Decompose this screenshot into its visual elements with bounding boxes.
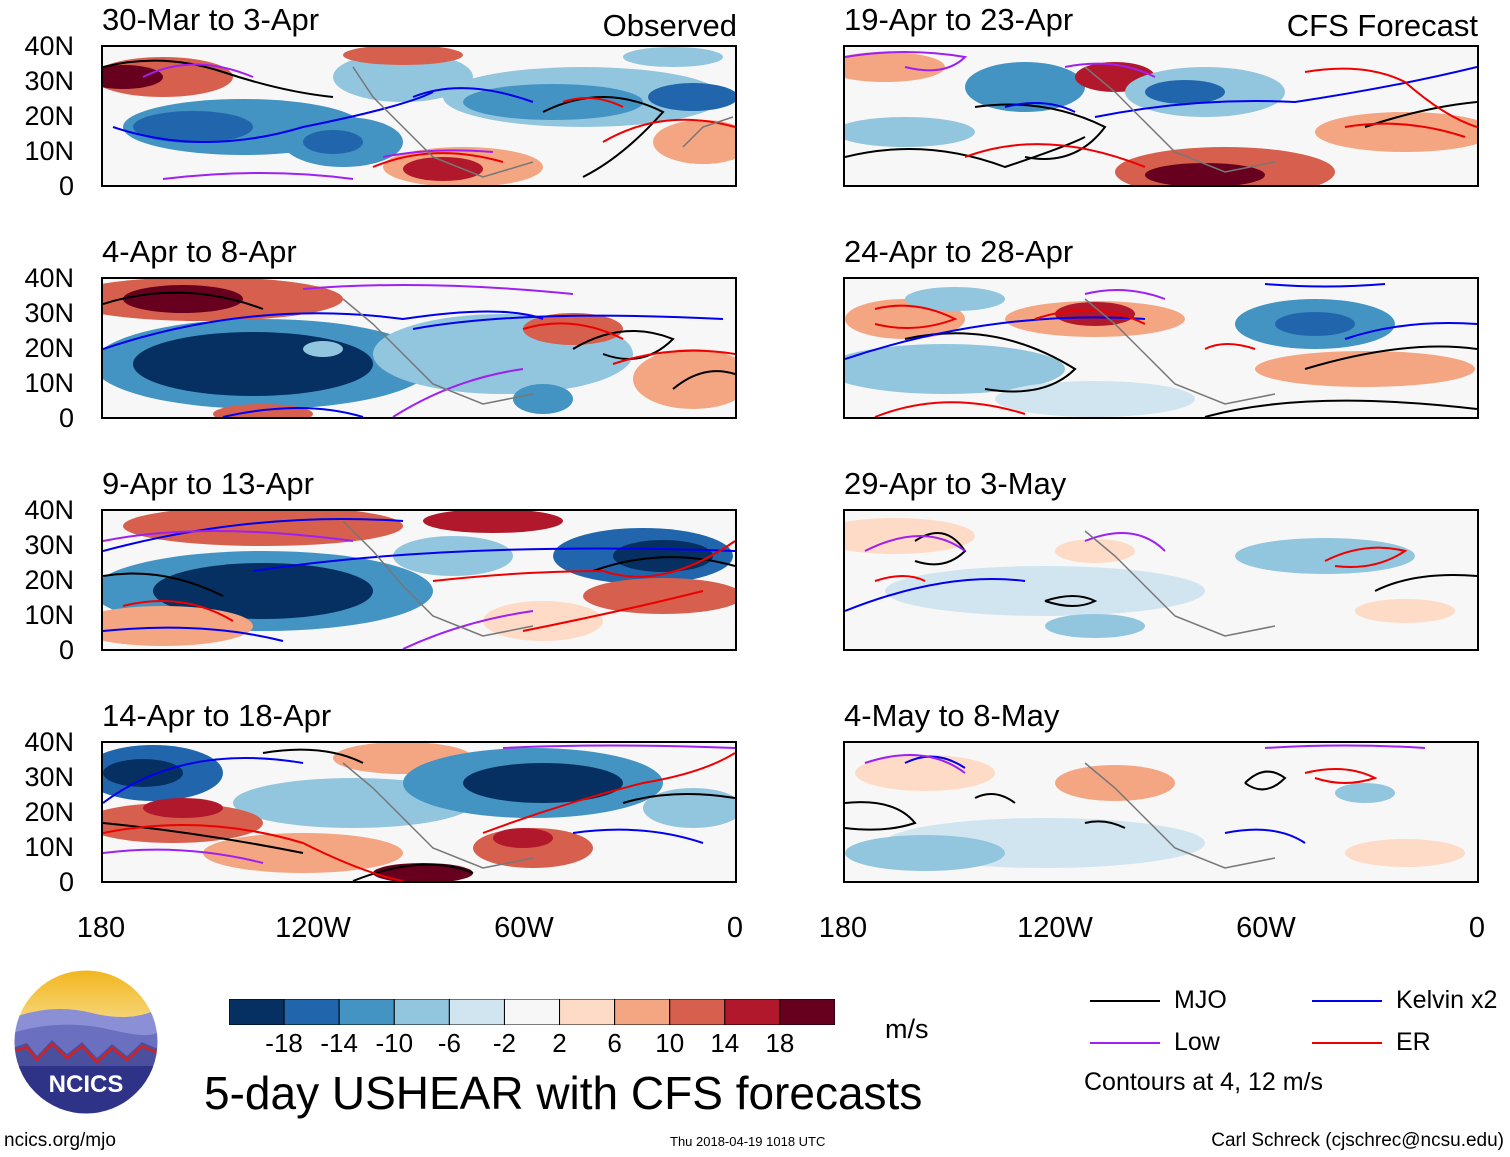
colorbar-tick-label: -10 bbox=[375, 1028, 414, 1058]
contours-note: Contours at 4, 12 m/s bbox=[1084, 1068, 1324, 1096]
colorbar-tick-label: -6 bbox=[437, 1028, 461, 1058]
colorbar-swatch bbox=[669, 999, 726, 1025]
lat-label: 0 bbox=[58, 635, 74, 665]
colorbar-swatches bbox=[229, 999, 835, 1025]
lat-label: 10N bbox=[24, 832, 74, 862]
lon-label: 0 bbox=[1468, 912, 1486, 944]
panel-title: 14-Apr to 18-Apr bbox=[102, 698, 332, 733]
colorbar-tick-label: 2 bbox=[552, 1028, 567, 1058]
timestamp: Thu 2018-04-19 1018 UTC bbox=[670, 1134, 826, 1149]
shear-map bbox=[843, 509, 1479, 651]
lon-label: 120W bbox=[1017, 912, 1093, 944]
legend-label: ER bbox=[1396, 1028, 1431, 1056]
colorbar-tick-label: 10 bbox=[655, 1028, 685, 1058]
lat-label: 0 bbox=[58, 867, 74, 897]
lon-label: 60W bbox=[494, 912, 554, 944]
shear-map bbox=[101, 509, 737, 651]
kelvin-line-icon bbox=[1312, 999, 1382, 1002]
ncics-logo-icon: NCICS bbox=[13, 969, 159, 1115]
colorbar-swatch bbox=[393, 999, 450, 1025]
lon-label: 0 bbox=[726, 912, 744, 944]
lat-label: 40N bbox=[24, 263, 74, 293]
shear-map bbox=[101, 741, 737, 883]
observed-label: Observed bbox=[602, 8, 737, 43]
lon-label: 60W bbox=[1236, 912, 1296, 944]
lat-label: 30N bbox=[24, 762, 74, 792]
panel-title: 9-Apr to 13-Apr bbox=[102, 466, 314, 501]
colorbar-tick-label: -2 bbox=[492, 1028, 517, 1058]
colorbar-swatch bbox=[614, 999, 671, 1025]
panel-title: 4-May to 8-May bbox=[844, 698, 1060, 733]
colorbar-swatch bbox=[779, 999, 835, 1025]
panel-title: 29-Apr to 3-May bbox=[844, 466, 1067, 501]
colorbar-swatch bbox=[338, 999, 395, 1025]
ncics-logo: NCICS bbox=[12, 968, 160, 1116]
forecast-label: CFS Forecast bbox=[1286, 8, 1478, 43]
legend-label: Low bbox=[1174, 1028, 1220, 1056]
colorbar-swatch bbox=[503, 999, 561, 1025]
colorbar-swatch bbox=[448, 999, 505, 1025]
colorbar-swatch bbox=[283, 999, 340, 1025]
legend-label: MJO bbox=[1174, 986, 1227, 1014]
colorbar-tick-label: 14 bbox=[710, 1028, 740, 1058]
lat-label: 20N bbox=[24, 797, 74, 827]
figure-title: 5-day USHEAR with CFS forecasts bbox=[204, 1067, 923, 1119]
panel-title: 19-Apr to 23-Apr bbox=[844, 2, 1074, 37]
colorbar-tick-label: -14 bbox=[320, 1028, 358, 1058]
lat-label: 10N bbox=[24, 136, 74, 166]
legend-er: ER bbox=[1312, 1028, 1431, 1057]
shear-map bbox=[843, 45, 1479, 187]
er-line-icon bbox=[1312, 1041, 1382, 1044]
shear-map bbox=[101, 277, 737, 419]
colorbar-tick-label: 18 bbox=[765, 1028, 795, 1058]
lat-label: 0 bbox=[58, 403, 74, 433]
lat-label: 40N bbox=[24, 727, 74, 757]
legend-mjo: MJO bbox=[1090, 986, 1227, 1015]
shear-map bbox=[101, 45, 737, 187]
colorbar-swatch bbox=[724, 999, 781, 1025]
colorbar-units: m/s bbox=[885, 1014, 929, 1044]
legend-label: Kelvin x2 bbox=[1396, 986, 1498, 1014]
lat-label: 20N bbox=[24, 101, 74, 131]
lat-label: 20N bbox=[24, 333, 74, 363]
shear-map bbox=[843, 741, 1479, 883]
lon-label: 120W bbox=[275, 912, 351, 944]
lat-label: 40N bbox=[24, 495, 74, 525]
low-line-icon bbox=[1090, 1041, 1160, 1044]
lat-label: 30N bbox=[24, 530, 74, 560]
legend-low: Low bbox=[1090, 1028, 1220, 1057]
lat-label: 10N bbox=[24, 368, 74, 398]
lat-label: 0 bbox=[58, 171, 74, 201]
lon-label: 180 bbox=[76, 912, 126, 944]
legend-kelvin: Kelvin x2 bbox=[1312, 986, 1497, 1015]
mjo-line-icon bbox=[1090, 999, 1160, 1002]
panel-title: 30-Mar to 3-Apr bbox=[102, 2, 320, 37]
colorbar-swatch bbox=[559, 999, 616, 1025]
colorbar-tick-label: -18 bbox=[265, 1028, 303, 1058]
lat-label: 20N bbox=[24, 565, 74, 595]
author: Carl Schreck (cjschrec@ncsu.edu) bbox=[1211, 1130, 1504, 1151]
lat-label: 40N bbox=[24, 31, 74, 61]
logo-text: NCICS bbox=[49, 1071, 124, 1098]
shear-map bbox=[843, 277, 1479, 419]
colorbar-tick-label: 6 bbox=[607, 1028, 622, 1058]
lat-label: 30N bbox=[24, 298, 74, 328]
lon-label: 180 bbox=[818, 912, 868, 944]
panel-title: 24-Apr to 28-Apr bbox=[844, 234, 1074, 269]
colorbar-swatch bbox=[229, 999, 285, 1025]
lat-label: 10N bbox=[24, 600, 74, 630]
lat-label: 30N bbox=[24, 66, 74, 96]
source-url[interactable]: ncics.org/mjo bbox=[4, 1130, 116, 1151]
panel-title: 4-Apr to 8-Apr bbox=[102, 234, 297, 269]
